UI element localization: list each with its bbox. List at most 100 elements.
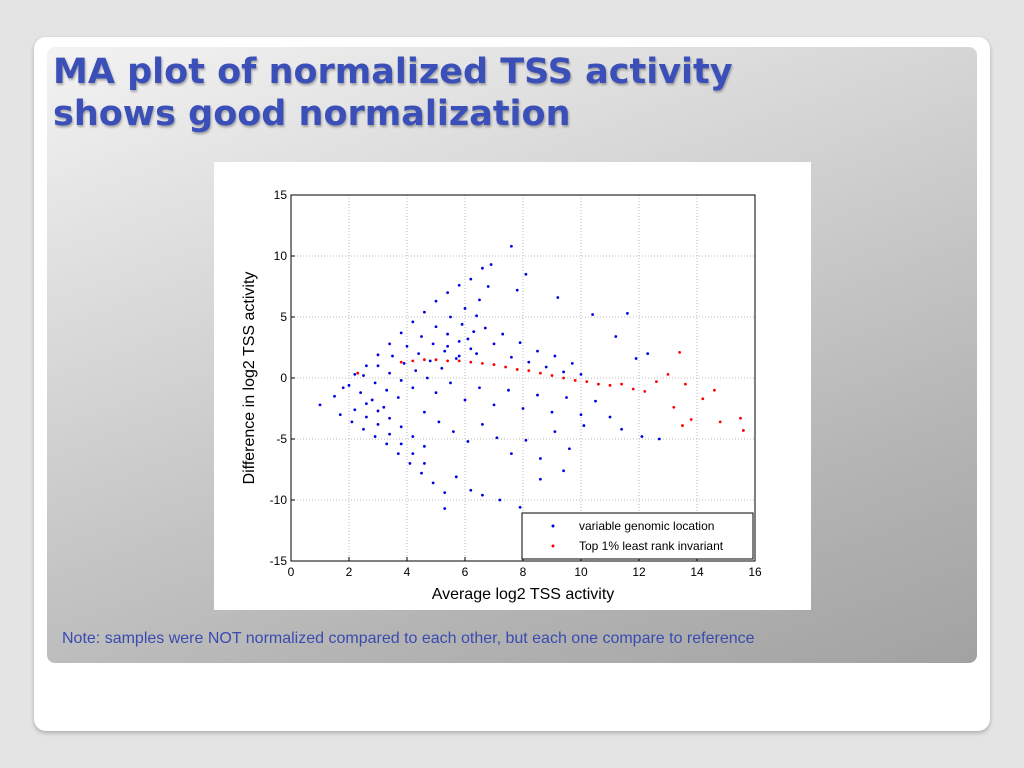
blue-point xyxy=(446,344,449,348)
blue-point xyxy=(382,405,386,409)
red-point xyxy=(608,383,612,387)
blue-point xyxy=(556,296,560,299)
red-point xyxy=(713,388,716,392)
blue-point xyxy=(423,310,426,314)
x-tick-label: 8 xyxy=(520,565,527,579)
red-point xyxy=(399,360,403,364)
blue-point xyxy=(362,374,365,377)
blue-point xyxy=(457,283,461,287)
blue-point xyxy=(338,413,342,416)
blue-point xyxy=(385,442,389,446)
legend-entry-top-1-percent: Top 1% least rank invariant xyxy=(579,539,724,553)
blue-point xyxy=(452,430,455,434)
blue-point xyxy=(428,359,432,363)
blue-point xyxy=(399,331,403,335)
red-point xyxy=(681,424,684,427)
y-tick-label: -5 xyxy=(276,432,287,446)
y-tick-label: 15 xyxy=(274,188,288,202)
blue-point xyxy=(492,342,496,346)
blue-point xyxy=(411,452,415,456)
blue-point xyxy=(570,361,574,365)
blue-point xyxy=(562,469,565,473)
red-point xyxy=(701,397,705,401)
blue-point xyxy=(515,288,519,292)
red-point xyxy=(550,374,554,377)
blue-point xyxy=(495,436,499,440)
red-point xyxy=(539,371,542,375)
red-point xyxy=(562,376,565,380)
blue-point xyxy=(353,408,357,412)
red-point xyxy=(666,372,670,376)
ma-plot-svg: 0 2 4 6 8 10 12 14 16 -15 -10 -5 0 5 10 15 Average log2… xyxy=(241,188,762,603)
blue-point xyxy=(423,462,426,465)
slide-note: Note: samples were NOT normalized compar… xyxy=(62,630,755,647)
red-point xyxy=(718,420,722,424)
blue-point xyxy=(388,342,391,346)
blue-point xyxy=(388,432,391,436)
legend-entry-variable-genomic-location: variable genomic location xyxy=(579,519,714,533)
blue-point xyxy=(492,403,496,407)
blue-point xyxy=(536,393,539,397)
blue-point xyxy=(475,352,478,355)
blue-point xyxy=(550,410,554,414)
blue-point xyxy=(481,493,484,497)
blue-point xyxy=(425,376,429,380)
blue-point xyxy=(376,409,380,413)
blue-point xyxy=(365,402,368,406)
blue-point xyxy=(521,407,525,410)
blue-point xyxy=(501,332,505,336)
blue-point xyxy=(457,340,461,343)
blue-point xyxy=(423,410,426,414)
blue-point xyxy=(353,372,357,376)
blue-point xyxy=(510,452,513,456)
blue-point xyxy=(446,291,449,294)
blue-point xyxy=(431,342,435,346)
blue-point xyxy=(646,352,650,355)
blue-point xyxy=(527,360,531,364)
blue-point xyxy=(411,320,415,324)
x-tick-label: 12 xyxy=(632,565,646,579)
blue-point xyxy=(478,386,481,390)
legend-box xyxy=(521,512,754,560)
blue-point xyxy=(391,354,394,358)
blue-point xyxy=(518,505,522,509)
red-point xyxy=(573,379,577,382)
y-tick-label: -15 xyxy=(270,554,288,568)
x-tick-label: 10 xyxy=(574,565,588,579)
blue-point xyxy=(385,388,389,392)
red-point xyxy=(597,382,600,386)
red-point xyxy=(411,359,415,363)
legend-marker-blue xyxy=(551,524,555,528)
data-points xyxy=(318,244,745,510)
blue-point xyxy=(446,332,449,336)
blue-point xyxy=(466,337,470,341)
blue-point xyxy=(376,422,380,426)
red-point xyxy=(739,416,742,420)
red-point xyxy=(423,358,426,362)
blue-point xyxy=(524,438,528,442)
blue-point xyxy=(376,364,380,368)
blue-point xyxy=(591,313,594,316)
blue-point xyxy=(657,437,661,441)
blue-point xyxy=(431,481,435,485)
blue-point xyxy=(388,371,391,375)
slide: MA plot of normalized TSS activity shows… xyxy=(47,47,977,663)
red-point xyxy=(684,382,687,386)
blue-point xyxy=(565,396,568,399)
red-point xyxy=(631,387,635,391)
slide-title: MA plot of normalized TSS activity shows… xyxy=(53,51,953,135)
red-point xyxy=(492,363,496,366)
blue-point xyxy=(553,430,557,434)
blue-point xyxy=(414,369,418,373)
red-point xyxy=(504,365,507,369)
blue-point xyxy=(347,383,351,387)
red-point xyxy=(742,429,745,432)
blue-point xyxy=(437,420,441,424)
blue-point xyxy=(568,447,571,451)
red-point xyxy=(457,359,461,363)
red-point xyxy=(515,368,519,371)
blue-point xyxy=(562,370,565,374)
blue-point xyxy=(434,325,438,329)
blue-point xyxy=(370,398,374,402)
blue-point xyxy=(634,357,638,360)
